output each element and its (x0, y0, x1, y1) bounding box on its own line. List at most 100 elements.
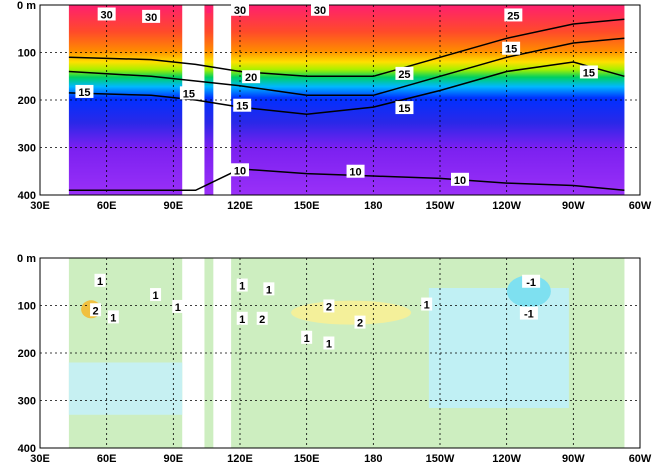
contour-label: 1 (97, 276, 103, 288)
contour-label: 20 (245, 72, 257, 84)
contour-label: 25 (507, 10, 519, 22)
plot-frame (39, 4, 641, 196)
temperature-panel: 30 30 30 30 25 15 15 20 25 15 15 15 15 10 10 10 30E 60E 9… (17, 0, 652, 212)
contour-label: 15 (398, 103, 410, 115)
contour-label: 30 (234, 5, 246, 17)
x-tick-label: 150W (426, 200, 455, 212)
contour-label-bg (311, 2, 329, 16)
x-tick-label: 120W (492, 200, 521, 212)
contour-label-bg (150, 288, 162, 302)
cool-region (68, 362, 183, 415)
contour-label: 15 (183, 88, 195, 100)
x-tick-label: 150E (294, 453, 320, 465)
anomaly-fill-block (204, 258, 214, 448)
contour-label-bg (94, 273, 106, 287)
contour-label: 2 (357, 318, 363, 330)
contour-label-bg (236, 278, 248, 292)
contour-label-bg (107, 310, 119, 324)
contour-label-bg (90, 303, 102, 317)
contour-label-bg (522, 274, 541, 288)
y-tick-label: 200 (18, 348, 36, 360)
contour-label: 2 (259, 314, 265, 326)
x-tick-labels: 30E 60E 90E 120E 150E 180 150W 120W 90W 60W (30, 453, 652, 465)
contour-label-bg (346, 164, 365, 178)
contour-label-bg (256, 311, 268, 325)
y-tick-label: 0 m (17, 253, 36, 265)
x-tick-label: 120W (492, 453, 521, 465)
isotherm-lines (68, 18, 625, 192)
y-tick-label: 300 (18, 396, 36, 408)
plot-frame (39, 257, 641, 449)
contour-label-bg (236, 311, 248, 325)
contour-label-bg (421, 297, 433, 311)
contour-label: 1 (175, 302, 181, 314)
contour-label: -1 (526, 277, 536, 289)
y-tick-labels: 0 m 100 200 300 400 (17, 0, 36, 202)
contour-label: 25 (398, 69, 410, 81)
contour-label-bg (395, 66, 414, 80)
contour-label: 15 (583, 67, 595, 79)
contour-label-bg (395, 101, 414, 115)
contour-label: 1 (110, 312, 116, 324)
contour-label: 1 (304, 333, 310, 345)
x-tick-label: 90W (562, 200, 585, 212)
contour-label: 10 (349, 167, 361, 179)
contour-label: 1 (326, 339, 332, 351)
y-tick-label: 100 (18, 301, 36, 313)
x-tick-label: 120E (227, 200, 253, 212)
contour-label-bg (323, 336, 335, 350)
x-tick-label: 90E (164, 200, 184, 212)
contour-label: 10 (234, 165, 246, 177)
contour-label-bg (142, 9, 161, 23)
contour-label-bg (263, 282, 275, 296)
contour-label-bg (504, 8, 523, 22)
y-tick-label: 400 (18, 443, 36, 455)
contour-label-bg (231, 2, 249, 16)
contour-label: -1 (524, 309, 534, 321)
contour-label: 2 (92, 305, 98, 317)
warm-patch (206, 5, 212, 13)
isotherm-20 (68, 37, 625, 97)
x-tick-labels: 30E 60E 90E 120E 150E 180 150W 120W 90W 60W (30, 200, 652, 212)
y-tick-label: 200 (18, 95, 36, 107)
x-tick-label: 60E (97, 453, 117, 465)
contour-label-bg (233, 98, 252, 112)
y-tick-label: 400 (18, 190, 36, 202)
cool-region (428, 288, 569, 408)
x-tick-label: 30E (30, 200, 50, 212)
contour-label-bg (323, 299, 335, 313)
x-tick-label: 60W (629, 200, 652, 212)
x-tick-label: 120E (227, 453, 253, 465)
y-tick-label: 0 m (17, 0, 36, 12)
contour-label-bg (354, 315, 366, 329)
contour-label-bg (75, 84, 94, 98)
positive-anomaly-core (291, 300, 412, 325)
contour-label: 1 (266, 284, 272, 296)
contour-label-bg (172, 299, 184, 313)
isotherm-25 (68, 18, 625, 78)
contour-label-bg (97, 7, 116, 21)
temperature-fill-block (204, 5, 214, 195)
x-tick-label: 150E (294, 200, 320, 212)
contour-label-bg (242, 70, 261, 84)
x-tick-label: 60W (629, 453, 652, 465)
contour-labels: 30 30 30 30 25 15 15 20 25 15 15 15 15 10 10 10 (75, 2, 598, 187)
contour-label-bg (519, 306, 538, 320)
contour-label-bg (451, 172, 469, 186)
contour-label-bg (179, 86, 198, 100)
x-tick-label: 30E (30, 453, 50, 465)
y-tick-labels: 0 m 100 200 300 400 (17, 253, 36, 455)
grid-lines (40, 258, 640, 448)
contour-label: 30 (145, 12, 157, 24)
contour-label: 15 (236, 101, 248, 113)
x-tick-label: 150W (426, 453, 455, 465)
isotherm-10 (68, 168, 625, 192)
contour-label-bg (502, 41, 521, 55)
x-tick-label: 60E (97, 200, 117, 212)
contour-label: 30 (314, 5, 326, 17)
grid-lines (40, 5, 640, 195)
y-tick-label: 100 (18, 48, 36, 60)
